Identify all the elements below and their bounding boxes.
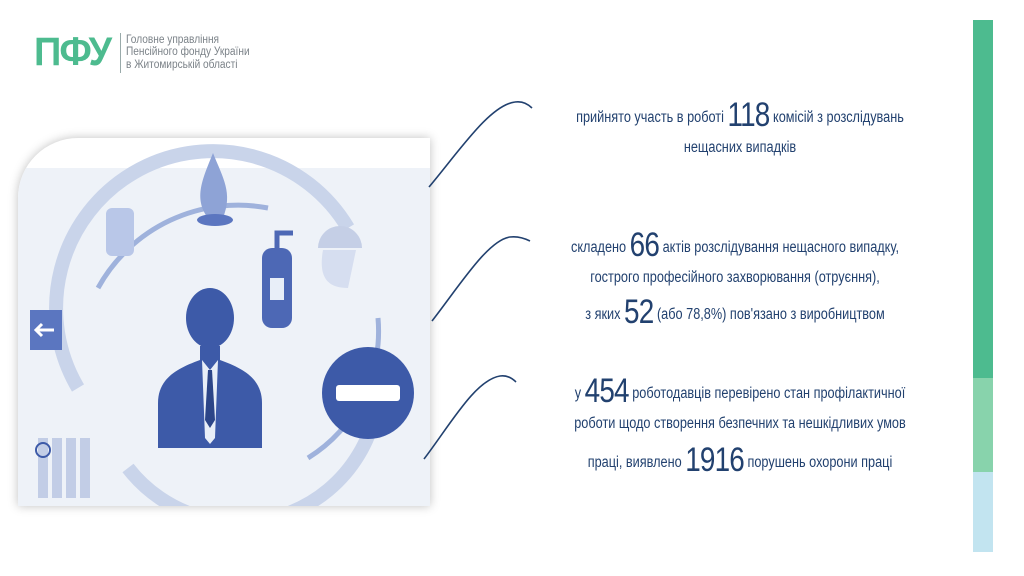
fire-extinguisher-icon — [262, 230, 293, 328]
stat-line: гострого професійного захворювання (отру… — [590, 269, 880, 286]
stat-line: прийнято участь в роботі 118 комісій з р… — [576, 96, 904, 134]
stat-number: 1916 — [685, 441, 745, 479]
no-entry-sign-icon — [322, 347, 414, 439]
stat-line: з яких 52 (або 78,8%) пов'язано з виробн… — [585, 293, 885, 331]
logo-mark: ПФУ — [34, 30, 112, 74]
hand-icon — [106, 208, 134, 256]
stat-number: 66 — [629, 226, 660, 264]
side-bar-mid — [973, 378, 993, 472]
stat-number: 52 — [624, 293, 654, 331]
safety-illustration — [18, 138, 430, 506]
side-bar-dark — [973, 20, 993, 378]
logo-line: в Житомирській області — [126, 58, 238, 71]
stat-number: 454 — [584, 372, 630, 410]
side-bar-light — [973, 472, 993, 552]
logo-line: Головне управління — [126, 33, 220, 46]
stat-line: нещасних випадків — [683, 139, 797, 156]
stat-line: праці, виявлено 1916 порушень охорони пр… — [587, 441, 893, 479]
logo-divider — [120, 32, 122, 73]
connector-line — [431, 235, 531, 322]
logo-line: Пенсійного фонду України — [126, 46, 250, 59]
connector-line — [428, 101, 533, 188]
stat-line: роботи щодо створення безпечних та нешкі… — [574, 415, 906, 432]
helmet-icon — [318, 226, 362, 288]
exit-icon — [30, 310, 62, 350]
flame-icon — [197, 153, 233, 226]
stat-line: складено 66 актів розслідування нещасног… — [571, 226, 899, 264]
stat-acts: складено 66 актів розслідування нещасног… — [500, 226, 970, 331]
stat-employers: у 454 роботодавців перевірено стан профі… — [500, 372, 980, 479]
stat-commissions: прийнято участь в роботі 118 комісій з р… — [510, 96, 970, 163]
stat-number: 118 — [727, 96, 770, 134]
logo-text: Головне управління Пенсійного фонду Укра… — [126, 34, 250, 72]
radiator-icon — [35, 438, 90, 498]
connector-line — [423, 375, 517, 460]
logo: ПФУ Головне управління Пенсійного фонду … — [34, 30, 267, 75]
stat-line: у 454 роботодавців перевірено стан профі… — [574, 372, 906, 410]
